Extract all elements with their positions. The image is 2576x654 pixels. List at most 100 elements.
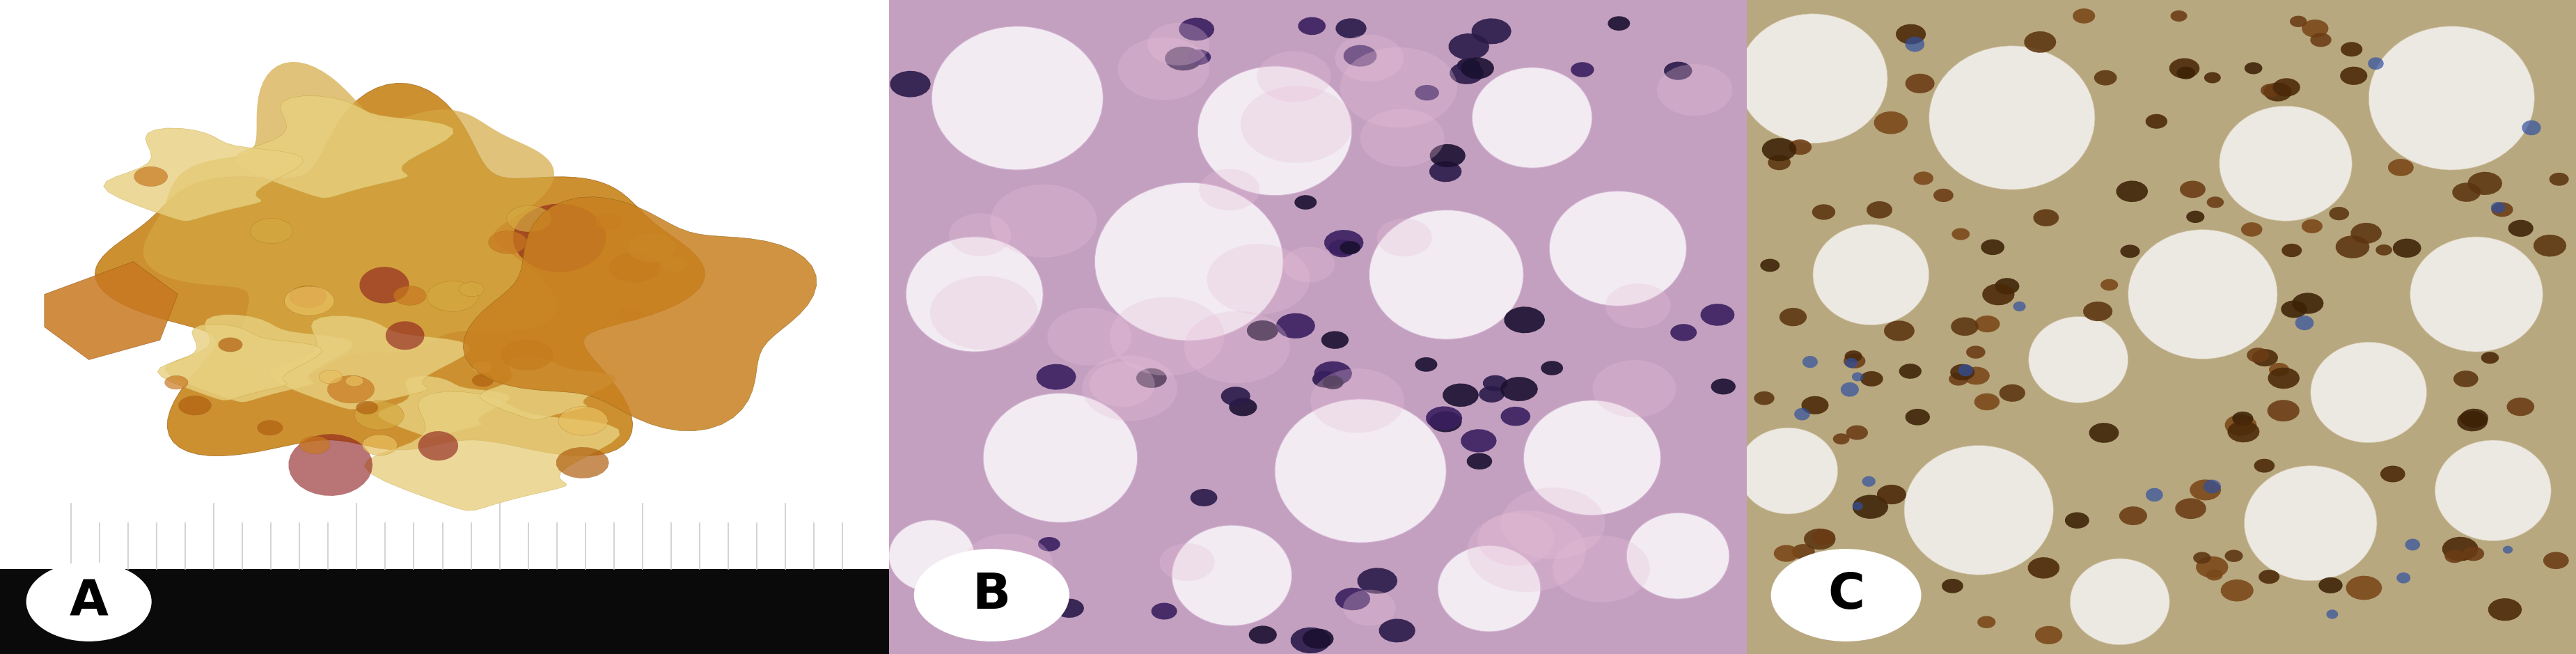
Polygon shape bbox=[2066, 512, 2089, 528]
Polygon shape bbox=[1479, 386, 1504, 402]
Polygon shape bbox=[2326, 610, 2339, 619]
Polygon shape bbox=[1935, 188, 1953, 202]
Polygon shape bbox=[992, 184, 1097, 258]
Polygon shape bbox=[2380, 466, 2406, 483]
Polygon shape bbox=[1700, 303, 1734, 326]
Polygon shape bbox=[1376, 218, 1432, 256]
Polygon shape bbox=[103, 128, 304, 221]
Polygon shape bbox=[1430, 161, 1461, 182]
Polygon shape bbox=[933, 26, 1103, 170]
Polygon shape bbox=[1311, 371, 1340, 388]
Polygon shape bbox=[2187, 211, 2205, 223]
Polygon shape bbox=[1656, 64, 1734, 116]
Polygon shape bbox=[1994, 278, 2020, 294]
Polygon shape bbox=[2452, 182, 2481, 202]
Polygon shape bbox=[1151, 603, 1177, 619]
Polygon shape bbox=[327, 375, 374, 404]
Polygon shape bbox=[2120, 245, 2141, 258]
Polygon shape bbox=[2347, 576, 2383, 600]
Polygon shape bbox=[1324, 230, 1363, 255]
Polygon shape bbox=[1345, 45, 1378, 67]
Polygon shape bbox=[2267, 400, 2300, 422]
Polygon shape bbox=[379, 376, 510, 438]
Polygon shape bbox=[1164, 46, 1203, 71]
Polygon shape bbox=[1978, 616, 1996, 628]
Polygon shape bbox=[2027, 557, 2061, 579]
Polygon shape bbox=[165, 315, 353, 402]
Polygon shape bbox=[1118, 37, 1211, 100]
Polygon shape bbox=[2318, 577, 2342, 593]
Polygon shape bbox=[178, 396, 211, 415]
Polygon shape bbox=[2491, 202, 2506, 213]
Polygon shape bbox=[355, 402, 379, 414]
Polygon shape bbox=[1471, 67, 1592, 168]
Polygon shape bbox=[1430, 144, 1466, 167]
Polygon shape bbox=[2226, 550, 2244, 562]
Polygon shape bbox=[1973, 393, 1999, 411]
Polygon shape bbox=[1834, 434, 1850, 445]
Polygon shape bbox=[502, 339, 554, 370]
Polygon shape bbox=[1669, 324, 1698, 341]
Polygon shape bbox=[1414, 357, 1437, 371]
Polygon shape bbox=[1036, 364, 1077, 390]
Polygon shape bbox=[479, 356, 616, 420]
Polygon shape bbox=[2442, 537, 2478, 561]
Polygon shape bbox=[1340, 47, 1458, 128]
Polygon shape bbox=[2174, 498, 2205, 519]
Polygon shape bbox=[1950, 317, 1978, 336]
Polygon shape bbox=[2290, 16, 2308, 27]
Polygon shape bbox=[2481, 352, 2499, 364]
Polygon shape bbox=[2032, 209, 2058, 226]
Polygon shape bbox=[1754, 391, 1775, 405]
Polygon shape bbox=[1984, 284, 2014, 305]
Polygon shape bbox=[2128, 230, 2277, 359]
Polygon shape bbox=[2221, 106, 2352, 221]
Polygon shape bbox=[1862, 476, 1875, 487]
Polygon shape bbox=[2295, 316, 2313, 330]
Polygon shape bbox=[1229, 398, 1257, 416]
Polygon shape bbox=[2329, 207, 2349, 220]
Polygon shape bbox=[2388, 159, 2414, 176]
Text: A: A bbox=[70, 577, 108, 626]
Polygon shape bbox=[1504, 307, 1546, 333]
Polygon shape bbox=[2406, 539, 2421, 551]
Polygon shape bbox=[1914, 171, 1935, 185]
Polygon shape bbox=[1190, 489, 1218, 506]
Polygon shape bbox=[2342, 42, 2362, 57]
Polygon shape bbox=[948, 213, 1012, 256]
Polygon shape bbox=[2208, 197, 2223, 208]
Text: C: C bbox=[1826, 571, 1865, 619]
Polygon shape bbox=[1468, 511, 1587, 592]
Polygon shape bbox=[963, 534, 1054, 596]
Polygon shape bbox=[1180, 18, 1213, 41]
Polygon shape bbox=[2311, 342, 2427, 443]
Polygon shape bbox=[1054, 598, 1084, 618]
Polygon shape bbox=[1896, 24, 1927, 44]
Polygon shape bbox=[907, 237, 1043, 352]
Polygon shape bbox=[1976, 315, 1999, 332]
Polygon shape bbox=[258, 421, 283, 436]
Polygon shape bbox=[489, 231, 528, 254]
Polygon shape bbox=[2205, 570, 2223, 581]
Polygon shape bbox=[1803, 528, 1837, 550]
Polygon shape bbox=[1275, 399, 1445, 543]
Polygon shape bbox=[2311, 33, 2331, 47]
Polygon shape bbox=[2504, 545, 2512, 553]
Polygon shape bbox=[2035, 626, 2063, 644]
Polygon shape bbox=[1801, 396, 1829, 415]
Ellipse shape bbox=[26, 562, 152, 641]
Polygon shape bbox=[1981, 239, 2004, 255]
Polygon shape bbox=[626, 233, 677, 262]
Polygon shape bbox=[1811, 529, 1834, 545]
Polygon shape bbox=[1950, 373, 1968, 386]
Polygon shape bbox=[2300, 219, 2324, 233]
Polygon shape bbox=[2272, 78, 2300, 97]
Polygon shape bbox=[1803, 356, 1819, 368]
Polygon shape bbox=[1906, 37, 1924, 52]
Polygon shape bbox=[2190, 479, 2221, 500]
Polygon shape bbox=[1883, 320, 1914, 341]
Polygon shape bbox=[1221, 387, 1249, 405]
Polygon shape bbox=[1950, 364, 1976, 381]
Polygon shape bbox=[1873, 111, 1909, 134]
Polygon shape bbox=[2195, 557, 2228, 578]
